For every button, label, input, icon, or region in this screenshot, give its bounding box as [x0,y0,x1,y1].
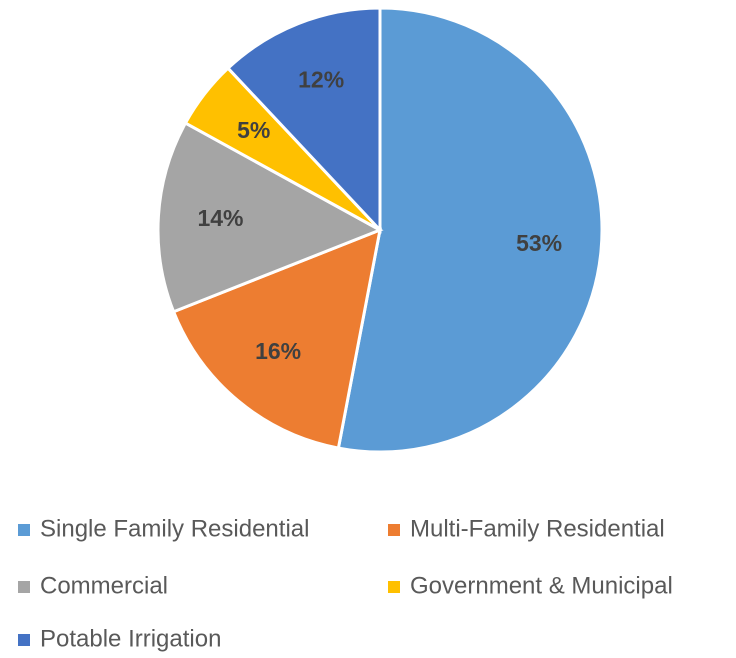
legend-swatch [18,581,30,593]
data-label: 16% [255,338,301,364]
legend-label: Multi-Family Residential [410,515,665,542]
legend-swatch [388,581,400,593]
legend-label: Government & Municipal [410,572,673,599]
pie-slice [171,227,382,450]
data-label: 5% [237,117,270,143]
legend-swatch [18,634,30,646]
legend-label: Commercial [40,572,168,599]
data-label: 53% [516,230,562,256]
pie-slice [225,6,382,234]
legend-label: Single Family Residential [40,515,309,542]
pie-slice [156,121,384,314]
data-label: 14% [197,205,243,231]
pie-slice [336,6,604,454]
data-label: 12% [298,66,344,92]
legend-swatch [388,524,400,536]
legend-swatch [18,524,30,536]
legend-label: Potable Irrigation [40,625,221,652]
